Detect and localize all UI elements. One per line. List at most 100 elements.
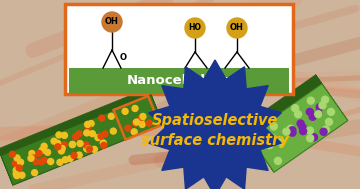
Polygon shape bbox=[242, 75, 322, 135]
Circle shape bbox=[320, 128, 327, 135]
Circle shape bbox=[102, 131, 108, 137]
Circle shape bbox=[55, 144, 61, 150]
Circle shape bbox=[138, 117, 144, 123]
Circle shape bbox=[322, 126, 329, 133]
Circle shape bbox=[289, 129, 296, 136]
Circle shape bbox=[41, 157, 48, 163]
Circle shape bbox=[73, 134, 78, 140]
Circle shape bbox=[41, 143, 47, 149]
Circle shape bbox=[274, 157, 282, 164]
Circle shape bbox=[270, 123, 277, 130]
Circle shape bbox=[292, 105, 298, 112]
Circle shape bbox=[84, 145, 90, 151]
Circle shape bbox=[102, 12, 122, 32]
Circle shape bbox=[146, 120, 152, 126]
Circle shape bbox=[294, 111, 302, 118]
Circle shape bbox=[85, 124, 91, 130]
Circle shape bbox=[69, 142, 75, 148]
Text: OH: OH bbox=[105, 18, 119, 26]
Text: surface chemistry: surface chemistry bbox=[141, 132, 289, 147]
Text: OH: OH bbox=[230, 23, 244, 33]
Circle shape bbox=[289, 127, 296, 134]
Circle shape bbox=[306, 127, 314, 134]
Circle shape bbox=[39, 159, 44, 165]
Circle shape bbox=[316, 104, 323, 111]
Circle shape bbox=[108, 113, 114, 119]
Circle shape bbox=[132, 120, 138, 126]
Circle shape bbox=[98, 133, 104, 139]
Circle shape bbox=[139, 114, 145, 120]
Circle shape bbox=[14, 155, 20, 161]
Circle shape bbox=[88, 121, 94, 126]
Circle shape bbox=[328, 108, 334, 115]
Circle shape bbox=[299, 123, 306, 131]
Circle shape bbox=[101, 142, 107, 148]
Circle shape bbox=[9, 151, 15, 157]
Circle shape bbox=[297, 120, 304, 127]
Circle shape bbox=[307, 97, 314, 104]
Circle shape bbox=[287, 125, 294, 132]
Circle shape bbox=[62, 132, 67, 138]
Polygon shape bbox=[148, 88, 163, 125]
Circle shape bbox=[266, 142, 273, 149]
Circle shape bbox=[56, 132, 62, 138]
Polygon shape bbox=[0, 149, 13, 185]
Circle shape bbox=[71, 153, 77, 158]
Circle shape bbox=[84, 146, 90, 152]
Circle shape bbox=[309, 113, 316, 120]
Circle shape bbox=[86, 146, 93, 152]
Circle shape bbox=[13, 167, 19, 173]
Circle shape bbox=[48, 159, 54, 165]
Circle shape bbox=[110, 128, 116, 134]
Circle shape bbox=[132, 105, 138, 112]
Circle shape bbox=[300, 128, 307, 135]
Circle shape bbox=[19, 172, 25, 178]
Circle shape bbox=[278, 139, 284, 146]
Circle shape bbox=[311, 134, 318, 141]
Circle shape bbox=[283, 128, 290, 135]
Text: Nanocellulose: Nanocellulose bbox=[126, 74, 231, 88]
Circle shape bbox=[76, 131, 82, 137]
Circle shape bbox=[30, 155, 36, 161]
Circle shape bbox=[134, 119, 139, 125]
Circle shape bbox=[100, 140, 106, 146]
Circle shape bbox=[62, 157, 68, 163]
Circle shape bbox=[131, 129, 137, 135]
Polygon shape bbox=[149, 60, 281, 189]
Circle shape bbox=[18, 159, 23, 165]
Polygon shape bbox=[1, 95, 163, 185]
Circle shape bbox=[227, 18, 247, 38]
Circle shape bbox=[33, 159, 39, 165]
Circle shape bbox=[61, 142, 67, 148]
Circle shape bbox=[55, 140, 60, 146]
Circle shape bbox=[57, 159, 63, 165]
Circle shape bbox=[91, 146, 98, 152]
Circle shape bbox=[95, 135, 101, 141]
Circle shape bbox=[69, 141, 76, 147]
Circle shape bbox=[77, 140, 83, 146]
Circle shape bbox=[315, 110, 322, 117]
Text: O: O bbox=[120, 53, 126, 63]
Circle shape bbox=[125, 125, 131, 131]
Circle shape bbox=[325, 118, 333, 125]
Circle shape bbox=[122, 108, 128, 114]
Circle shape bbox=[67, 156, 73, 162]
Circle shape bbox=[315, 111, 322, 118]
Circle shape bbox=[319, 102, 326, 109]
Circle shape bbox=[139, 122, 145, 127]
Circle shape bbox=[14, 173, 20, 179]
Circle shape bbox=[83, 142, 89, 148]
Circle shape bbox=[45, 149, 50, 155]
Circle shape bbox=[84, 130, 90, 136]
Circle shape bbox=[39, 147, 45, 153]
Circle shape bbox=[140, 113, 146, 119]
Circle shape bbox=[32, 170, 37, 176]
Circle shape bbox=[185, 18, 205, 38]
Circle shape bbox=[321, 96, 329, 103]
Circle shape bbox=[306, 108, 313, 115]
Text: HO: HO bbox=[189, 23, 202, 33]
Circle shape bbox=[51, 138, 57, 144]
Circle shape bbox=[76, 152, 82, 158]
Circle shape bbox=[269, 135, 276, 142]
Circle shape bbox=[58, 148, 64, 154]
